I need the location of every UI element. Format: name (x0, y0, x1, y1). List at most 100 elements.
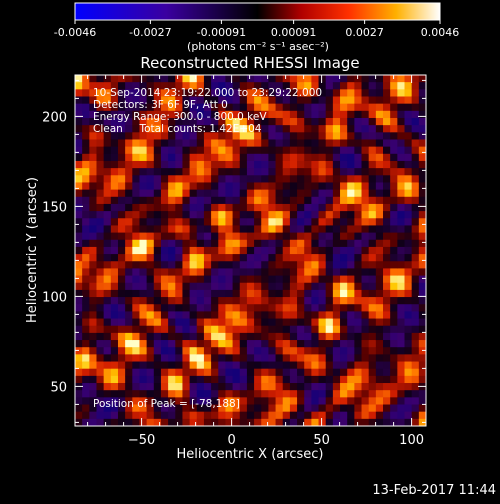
heatmap-cell (297, 232, 305, 241)
heatmap-cell (390, 110, 398, 119)
heatmap-cell (218, 361, 226, 370)
heatmap-cell (75, 189, 83, 198)
heatmap-cell (82, 397, 90, 405)
heatmap-cell (117, 311, 126, 319)
heatmap-cell (153, 397, 162, 405)
heatmap-cell (246, 246, 255, 255)
heatmap-cell (182, 182, 191, 191)
heatmap-cell (196, 139, 205, 148)
heatmap-cell (146, 383, 155, 391)
heatmap-cell (411, 196, 420, 205)
heatmap-cell (132, 361, 140, 370)
heatmap-cell (332, 311, 341, 319)
heatmap-cell (225, 411, 233, 420)
heatmap-cell (203, 304, 212, 312)
heatmap-cell (211, 225, 219, 233)
heatmap-cell (254, 153, 262, 162)
heatmap-cell (232, 282, 241, 291)
heatmap-cell (168, 368, 176, 377)
heatmap-cell (96, 390, 105, 398)
heatmap-cell (261, 268, 269, 276)
heatmap-cell (196, 261, 205, 269)
heatmap-cell (82, 390, 90, 398)
heatmap-cell (225, 311, 233, 319)
heatmap-cell (375, 411, 384, 420)
heatmap-cell (289, 182, 298, 191)
heatmap-cell (254, 340, 262, 348)
heatmap-cell (418, 275, 426, 284)
heatmap-cell (103, 146, 112, 155)
heatmap-cell (232, 297, 241, 305)
heatmap-cell (375, 160, 384, 169)
heatmap-cell (311, 175, 319, 183)
heatmap-cell (139, 275, 148, 284)
heatmap-cell (246, 340, 255, 348)
heatmap-cell (232, 132, 241, 140)
heatmap-cell (340, 175, 348, 183)
heatmap-cell (311, 361, 319, 370)
colorbar-tick-label: -0.00091 (197, 26, 246, 39)
heatmap-cell (261, 203, 269, 212)
heatmap-cell (354, 110, 362, 119)
heatmap-cell (261, 404, 269, 413)
heatmap-cell (390, 175, 398, 183)
heatmap-cell (325, 96, 334, 105)
heatmap-cell (404, 411, 413, 420)
colorbar-tick-label: -0.0046 (54, 26, 96, 39)
heatmap-cell (318, 404, 327, 413)
colorbar (74, 2, 441, 21)
heatmap-cell (318, 397, 327, 405)
heatmap-cell (375, 246, 384, 255)
heatmap-cell (404, 160, 413, 169)
heatmap-cell (139, 390, 148, 398)
heatmap-cell (361, 211, 370, 219)
heatmap-cell (261, 160, 269, 169)
heatmap-cell (368, 132, 377, 140)
heatmap-cell (110, 246, 119, 255)
heatmap-cell (325, 246, 334, 255)
heatmap-cell (304, 268, 312, 276)
heatmap-cell (125, 325, 133, 334)
heatmap-cell (175, 347, 183, 355)
heatmap-cell (82, 282, 90, 291)
heatmap-cell (297, 103, 305, 112)
heatmap-cell (404, 347, 413, 355)
heatmap-cell (261, 347, 269, 355)
heatmap-cell (182, 89, 191, 97)
heatmap-cell (340, 117, 348, 126)
heatmap-cell (196, 96, 205, 105)
heatmap-cell (182, 347, 191, 355)
heatmap-cell (275, 189, 284, 198)
heatmap-cell (325, 254, 334, 262)
heatmap-cell (397, 146, 405, 155)
heatmap-cell (189, 418, 198, 426)
heatmap-cell (375, 182, 384, 191)
heatmap-cell (261, 168, 269, 176)
heatmap-cell (96, 325, 105, 334)
heatmap-cell (347, 160, 355, 169)
heatmap-cell (340, 103, 348, 112)
heatmap-cell (139, 175, 148, 183)
heatmap-cell (82, 168, 90, 176)
heatmap-cell (239, 297, 248, 305)
heatmap-cell (282, 383, 291, 391)
heatmap-cell (160, 325, 169, 334)
heatmap-cell (261, 218, 269, 226)
heatmap-cell (125, 254, 133, 262)
heatmap-cell (311, 117, 319, 126)
heatmap-cell (182, 397, 191, 405)
heatmap-cell (175, 168, 183, 176)
heatmap-cell (289, 82, 298, 90)
heatmap-cell (225, 89, 233, 97)
heatmap-cell (203, 246, 212, 255)
heatmap-cell (160, 132, 169, 140)
heatmap-cell (383, 175, 391, 183)
heatmap-cell (146, 232, 155, 241)
heatmap-cell (254, 304, 262, 312)
heatmap-cell (375, 189, 384, 198)
heatmap-cell (125, 304, 133, 312)
heatmap-cell (89, 239, 97, 248)
heatmap-cell (375, 375, 384, 384)
heatmap-cell (175, 75, 183, 83)
heatmap-cell (232, 168, 241, 176)
